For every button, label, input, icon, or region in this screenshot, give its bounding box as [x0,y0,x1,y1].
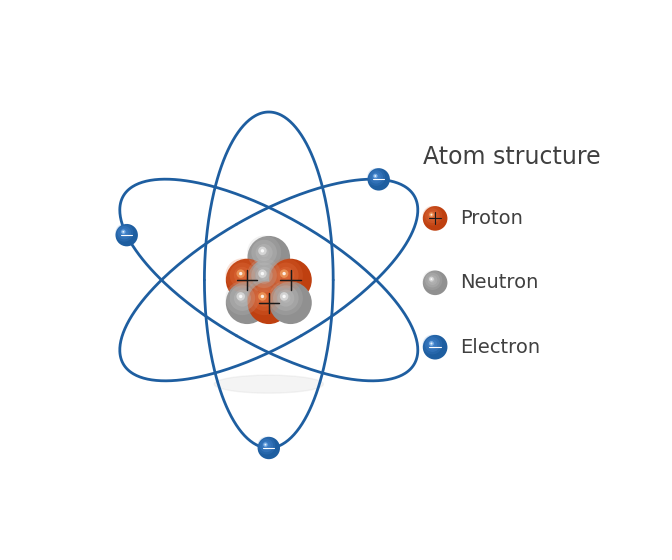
Circle shape [269,281,303,315]
Circle shape [116,223,133,241]
Circle shape [262,441,271,450]
Circle shape [261,272,264,276]
Circle shape [269,282,312,324]
Circle shape [257,437,276,455]
Circle shape [264,443,269,448]
Circle shape [280,292,288,301]
Text: Proton: Proton [460,209,523,228]
Circle shape [429,277,434,282]
Circle shape [251,240,277,265]
Circle shape [251,263,277,288]
Circle shape [427,275,437,285]
Circle shape [225,281,259,315]
Circle shape [368,168,390,190]
Circle shape [368,168,385,186]
Circle shape [431,343,432,344]
Circle shape [374,175,376,177]
Circle shape [282,272,286,276]
Circle shape [259,293,269,303]
Circle shape [238,293,247,303]
Circle shape [273,263,298,288]
Circle shape [247,259,290,301]
Circle shape [423,335,442,354]
Circle shape [281,270,290,280]
Circle shape [372,172,381,181]
Circle shape [255,267,273,284]
Text: Atom structure: Atom structure [423,145,600,169]
Circle shape [259,439,273,452]
Circle shape [373,174,378,178]
Circle shape [259,270,269,280]
Circle shape [234,290,251,307]
Circle shape [280,269,288,278]
Circle shape [269,259,312,301]
Circle shape [282,295,286,298]
Circle shape [230,286,255,311]
Circle shape [239,295,243,298]
Circle shape [226,282,268,324]
Circle shape [263,442,267,447]
Circle shape [247,258,281,292]
Circle shape [423,206,448,231]
Circle shape [429,342,435,347]
Circle shape [122,230,127,235]
Circle shape [255,244,273,261]
Circle shape [230,263,255,288]
Circle shape [237,269,245,278]
Circle shape [234,267,251,284]
Circle shape [425,273,439,287]
Circle shape [121,230,126,234]
Text: Neutron: Neutron [460,273,538,292]
Circle shape [278,290,294,307]
Circle shape [423,335,448,360]
Circle shape [226,259,268,301]
Circle shape [261,249,264,253]
Circle shape [269,258,303,292]
Circle shape [118,226,131,239]
Circle shape [425,337,439,352]
Circle shape [429,213,435,218]
Circle shape [247,236,290,278]
Circle shape [247,282,290,324]
Ellipse shape [214,375,323,393]
Circle shape [225,258,259,292]
Circle shape [423,206,442,226]
Circle shape [237,292,245,301]
Circle shape [423,270,442,290]
Circle shape [278,267,294,284]
Circle shape [431,214,432,216]
Circle shape [429,341,434,346]
Circle shape [257,437,280,459]
Circle shape [423,270,448,295]
Circle shape [429,212,434,217]
Circle shape [258,246,267,255]
Text: Electron: Electron [460,338,540,357]
Circle shape [238,270,247,280]
Circle shape [258,292,267,301]
Circle shape [251,286,277,311]
Circle shape [427,339,437,349]
Circle shape [247,236,281,269]
Circle shape [427,211,437,221]
Circle shape [265,444,266,446]
Circle shape [425,208,439,223]
Circle shape [281,293,290,303]
Circle shape [273,286,298,311]
Circle shape [247,281,281,315]
Circle shape [431,278,432,280]
Circle shape [120,228,129,237]
Circle shape [259,248,269,257]
Circle shape [374,174,379,179]
Circle shape [239,272,243,276]
Circle shape [370,170,383,184]
Circle shape [258,269,267,278]
Circle shape [116,224,138,246]
Circle shape [429,277,435,283]
Circle shape [261,295,264,298]
Circle shape [255,290,273,307]
Circle shape [122,231,124,232]
